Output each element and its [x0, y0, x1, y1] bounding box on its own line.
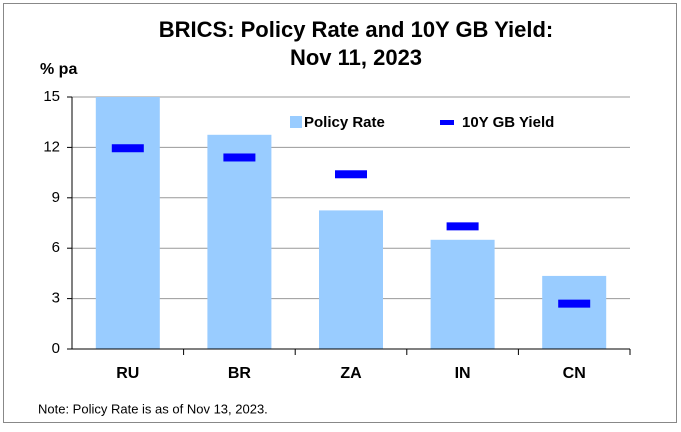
x-tick-label: CN: [563, 365, 586, 382]
x-tick-label: IN: [455, 365, 471, 382]
note: Note: Policy Rate is as of Nov 13, 2023.: [38, 401, 268, 416]
yield-marker: [111, 144, 144, 153]
y-tick-label: 3: [52, 290, 60, 307]
y-axis-label: % pa: [40, 61, 77, 78]
y-tick-label: 15: [43, 88, 60, 105]
legend-label: Policy Rate: [304, 114, 385, 131]
x-tick-label: BR: [228, 365, 252, 382]
yield-marker: [223, 153, 256, 162]
legend-swatch: [290, 116, 302, 128]
bar: [207, 134, 272, 349]
chart-title: BRICS: Policy Rate and 10Y GB Yield:: [159, 17, 554, 42]
legend-swatch: [440, 120, 454, 125]
y-tick-label: 9: [52, 189, 60, 206]
bar: [542, 275, 607, 349]
yield-marker: [335, 170, 367, 179]
chart-title: Nov 11, 2023: [290, 45, 422, 70]
yield-marker: [558, 299, 591, 308]
yield-marker: [446, 222, 479, 231]
x-tick-label: ZA: [340, 365, 362, 382]
y-tick-label: 0: [52, 340, 60, 357]
x-tick-label: RU: [116, 365, 139, 382]
bar: [430, 239, 495, 349]
y-tick-label: 12: [43, 138, 60, 155]
y-tick-label: 6: [52, 239, 60, 256]
legend-label: 10Y GB Yield: [462, 114, 554, 131]
bar: [95, 97, 160, 349]
bar: [319, 210, 383, 349]
